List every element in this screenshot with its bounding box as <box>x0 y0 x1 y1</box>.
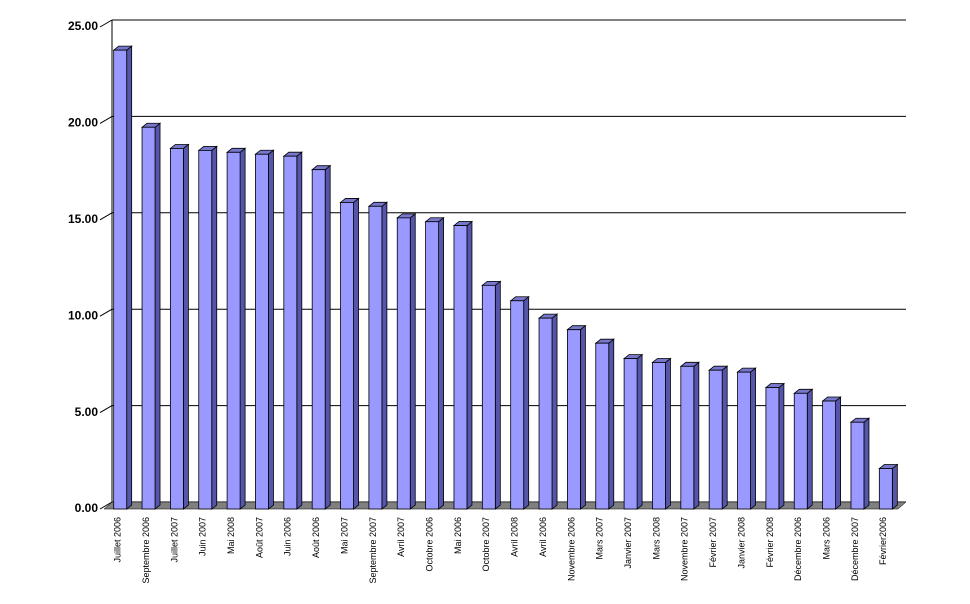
bar-side <box>636 353 643 510</box>
x-tick-label: Mai 2007 <box>339 517 349 554</box>
bar <box>113 49 128 510</box>
y-tick-label: 15.00 <box>68 212 98 226</box>
bar-side <box>665 357 671 510</box>
bar-side <box>693 361 700 510</box>
bar <box>623 358 638 510</box>
bar <box>737 371 751 510</box>
bar-side <box>863 417 870 510</box>
x-tick-label: Novembre 2007 <box>680 517 690 581</box>
bar <box>850 421 865 510</box>
bar-side <box>835 396 842 510</box>
x-tick-label: Juillet 2007 <box>169 517 179 563</box>
bar <box>822 400 837 510</box>
x-tick-label: Avril 2007 <box>396 517 406 557</box>
bar-side <box>126 45 133 510</box>
bar-side <box>806 388 813 510</box>
bar <box>680 365 695 510</box>
y-tick-label: 20.00 <box>68 116 98 130</box>
bar-side <box>466 220 473 510</box>
bar-side <box>381 201 388 510</box>
tick-mark <box>99 405 113 414</box>
x-tick-label: Août 2006 <box>311 517 321 558</box>
y-tick-label: 5.00 <box>75 405 99 419</box>
bar <box>425 221 440 510</box>
x-tick-label: Mars 2007 <box>595 517 605 560</box>
bar <box>453 225 468 510</box>
y-tick-label: 10.00 <box>68 308 98 322</box>
bar <box>340 202 354 510</box>
y-tick-label: 0.00 <box>75 501 99 515</box>
bar-side <box>353 197 359 510</box>
floor <box>103 501 907 510</box>
bar <box>708 369 723 510</box>
bar-side <box>608 338 615 510</box>
bar-side <box>721 365 728 510</box>
tick-mark <box>99 115 113 124</box>
bar <box>255 153 269 510</box>
bar <box>538 317 553 510</box>
bar-side <box>211 145 218 510</box>
bar-side <box>891 463 898 510</box>
x-tick-label: Mars 2008 <box>651 517 661 560</box>
bar-side <box>154 122 161 510</box>
bar-side <box>551 313 558 510</box>
bar-side <box>182 143 189 510</box>
x-tick-label: Octobre 2007 <box>481 517 491 572</box>
x-tick-label: Février 2007 <box>708 517 718 568</box>
x-tick-label: Janvier 2008 <box>736 517 746 569</box>
bar-side <box>438 216 445 510</box>
bar <box>595 342 610 510</box>
x-tick-label: Août 2007 <box>254 517 264 558</box>
bar <box>226 151 241 510</box>
x-tick-label: Mai 2008 <box>226 517 236 554</box>
x-tick-label: Avril 2006 <box>538 517 548 557</box>
x-tick-label: Février 2008 <box>765 517 775 568</box>
bar <box>652 362 666 510</box>
tick-mark <box>99 501 113 510</box>
bar <box>510 300 525 510</box>
bar <box>368 205 383 510</box>
bar-side <box>778 382 785 510</box>
x-tick-label: Décembre 2006 <box>793 517 803 581</box>
x-tick-label: Septembre 2007 <box>368 517 378 584</box>
bar <box>793 392 808 510</box>
bar <box>396 217 411 510</box>
bar <box>481 284 496 510</box>
y-tick-label: 25.00 <box>68 19 98 33</box>
bar <box>765 387 780 510</box>
bar-side <box>239 147 246 510</box>
tick-mark <box>99 308 113 317</box>
bar <box>198 149 213 510</box>
bar <box>141 126 156 510</box>
x-tick-label: Décembre 2007 <box>850 517 860 581</box>
x-tick-label: Avril 2008 <box>510 517 520 557</box>
x-tick-label: Février2006 <box>878 517 888 565</box>
bar-side <box>268 149 274 510</box>
bar-side <box>296 151 303 510</box>
x-tick-label: Juin 2006 <box>283 517 293 556</box>
bar-side <box>494 280 501 510</box>
tick-mark <box>99 212 113 221</box>
bar-side <box>324 164 331 510</box>
bar <box>878 468 893 510</box>
bar <box>169 148 184 510</box>
bar <box>283 155 298 510</box>
bar-side <box>579 324 586 510</box>
x-tick-label: Mai 2006 <box>453 517 463 554</box>
bar <box>566 329 581 510</box>
x-tick-label: Juillet 2006 <box>113 517 123 563</box>
x-tick-label: Octobre 2006 <box>424 517 434 572</box>
bar-side <box>523 295 530 510</box>
bar <box>311 169 326 510</box>
x-tick-label: Novembre 2006 <box>566 517 576 581</box>
x-tick-label: Juin 2007 <box>198 517 208 556</box>
x-tick-label: Septembre 2006 <box>141 517 151 584</box>
x-tick-label: Janvier 2007 <box>623 517 633 569</box>
bar-side <box>750 367 756 510</box>
bar-side <box>409 213 416 510</box>
x-tick-label: Mars 2006 <box>821 517 831 560</box>
tick-mark <box>99 19 113 28</box>
